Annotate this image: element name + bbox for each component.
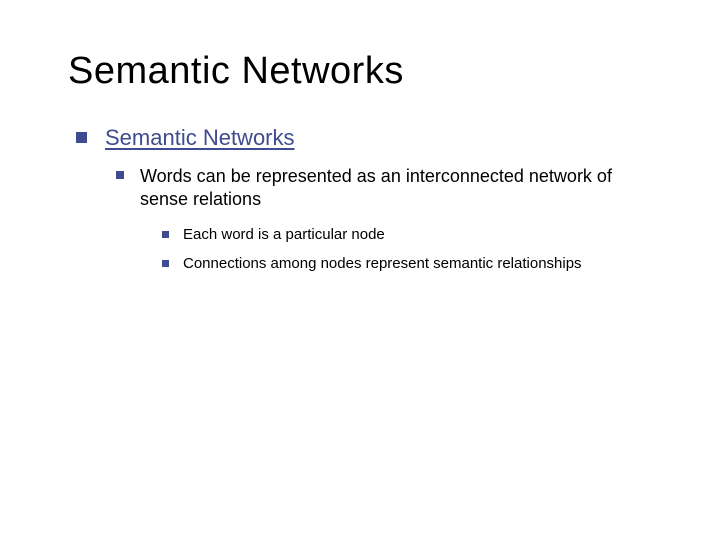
- slide-title: Semantic Networks: [68, 50, 660, 93]
- square-bullet-icon: [162, 231, 169, 238]
- level3-text-0: Each word is a particular node: [183, 226, 385, 245]
- level2-text: Words can be represented as an interconn…: [140, 165, 660, 210]
- square-bullet-icon: [116, 171, 124, 179]
- level1-text: Semantic Networks: [105, 125, 295, 151]
- bullet-level3: Each word is a particular node: [162, 226, 660, 245]
- bullet-level1: Semantic Networks: [76, 125, 660, 151]
- square-bullet-icon: [162, 260, 169, 267]
- bullet-level3: Connections among nodes represent semant…: [162, 255, 660, 274]
- square-bullet-icon: [76, 132, 87, 143]
- level3-text-1: Connections among nodes represent semant…: [183, 255, 582, 274]
- bullet-level2: Words can be represented as an interconn…: [116, 165, 660, 210]
- slide-container: Semantic Networks Semantic Networks Word…: [0, 0, 720, 540]
